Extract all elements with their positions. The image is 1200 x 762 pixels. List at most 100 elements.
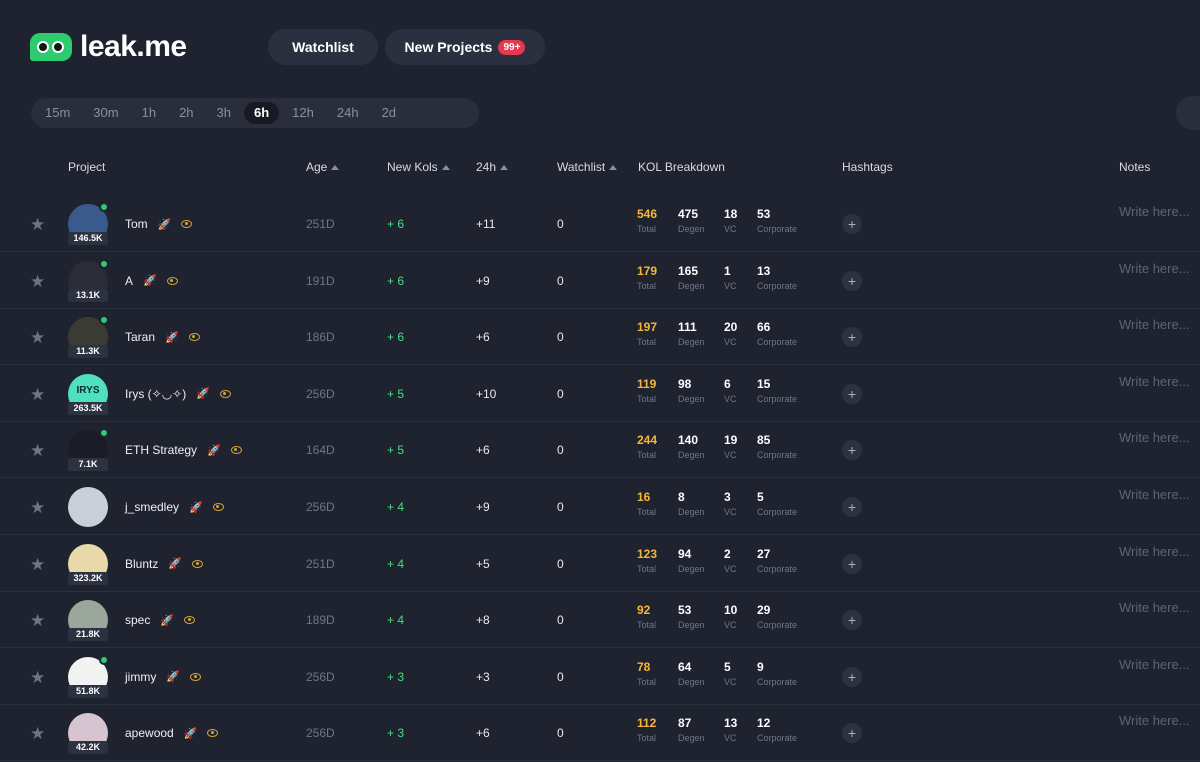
timeframe-1h[interactable]: 1h — [141, 105, 157, 120]
star-icon[interactable]: ★ — [30, 611, 46, 631]
project-name[interactable]: Tom 🚀 — [125, 217, 193, 231]
new-projects-button[interactable]: New Projects 99+ — [385, 29, 545, 65]
timeframe-6h[interactable]: 6h — [244, 102, 280, 124]
add-hashtag-button[interactable]: + — [842, 327, 862, 348]
notes-input[interactable]: Write here... — [1119, 204, 1190, 219]
eye-icon[interactable] — [166, 276, 178, 285]
online-indicator — [99, 428, 109, 439]
star-icon[interactable]: ★ — [30, 724, 46, 744]
table-row[interactable]: ★ IRYS 263.5K Irys (✧◡✧) 🚀 256D + 5 +10 0 119 Tota… — [0, 366, 1200, 422]
table-row[interactable]: ★ 13.1K A 🚀 191D + 6 +9 0 179 Total 165 Degen 1 VC 13 C… — [0, 253, 1200, 309]
eye-icon[interactable] — [181, 220, 193, 228]
column-header-new-kols[interactable]: New Kols — [387, 160, 450, 174]
rocket-icon[interactable]: 🚀 — [166, 671, 181, 684]
column-header-watchlist[interactable]: Watchlist — [557, 160, 618, 174]
star-icon[interactable]: ★ — [30, 667, 46, 687]
kol-vc-value: 1 — [724, 263, 731, 278]
table-row[interactable]: ★ 42.2K apewood 🚀 256D + 3 +6 0 112 Total 87 Degen 1… — [0, 705, 1200, 762]
add-hashtag-button[interactable]: + — [842, 497, 862, 517]
rocket-icon[interactable]: 🚀 — [196, 388, 210, 401]
table-row[interactable]: ★ j_smedley 🚀 256D + 4 +9 0 16 Total 8 Degen 3 VC 5 Co… — [0, 479, 1200, 535]
project-name[interactable]: Taran 🚀 — [125, 330, 200, 344]
add-hashtag-button[interactable]: + — [842, 383, 862, 404]
rocket-icon[interactable]: 🚀 — [207, 444, 221, 457]
notes-input[interactable]: Write here... — [1119, 373, 1190, 389]
column-header-24h[interactable]: 24h — [476, 160, 509, 174]
project-name[interactable]: Irys (✧◡✧) 🚀 — [125, 387, 231, 401]
notes-input[interactable]: Write here... — [1119, 600, 1190, 616]
notes-input[interactable]: Write here... — [1119, 656, 1190, 672]
table-row[interactable]: ★ 323.2K Bluntz 🚀 251D + 4 +5 0 123 Total 94 Degen 2… — [0, 536, 1200, 592]
timeframe-2h[interactable]: 2h — [179, 105, 194, 120]
add-hashtag-button[interactable]: + — [842, 666, 862, 687]
age-value: 256D — [306, 669, 335, 684]
star-icon[interactable]: ★ — [30, 328, 46, 348]
table-row[interactable]: ★ 11.3K Taran 🚀 186D + 6 +6 0 197 Total 111 Degen 20… — [0, 309, 1200, 366]
kol-vc-value: 19 — [724, 433, 738, 448]
project-name[interactable]: spec 🚀 — [125, 613, 196, 627]
column-header-age[interactable]: Age — [306, 160, 340, 174]
search-button[interactable] — [1176, 96, 1200, 130]
project-name[interactable]: A 🚀 — [125, 274, 178, 288]
notes-input[interactable]: Write here... — [1119, 430, 1190, 446]
new-kols-value: + 5 — [387, 386, 405, 401]
add-hashtag-button[interactable]: + — [842, 553, 862, 574]
rocket-icon[interactable]: 🚀 — [143, 275, 157, 288]
star-icon[interactable]: ★ — [30, 441, 46, 461]
star-icon[interactable]: ★ — [30, 384, 46, 404]
table-row[interactable]: ★ 51.8K jimmy 🚀 256D + 3 +3 0 78 Total 64 Degen 5 VC 9… — [0, 649, 1200, 705]
kol-corporate-value: 29 — [757, 603, 771, 618]
project-name[interactable]: Bluntz 🚀 — [125, 557, 204, 571]
add-hashtag-button[interactable]: + — [842, 723, 862, 744]
notes-input[interactable]: Write here... — [1119, 713, 1190, 729]
follower-count: 263.5K — [68, 401, 108, 415]
kol-degen: 8 Degen — [678, 490, 705, 517]
notes-input[interactable]: Write here... — [1119, 487, 1190, 502]
rocket-icon[interactable]: 🚀 — [168, 558, 183, 571]
eye-icon[interactable] — [219, 389, 231, 398]
project-name[interactable]: j_smedley 🚀 — [125, 500, 224, 514]
eye-icon[interactable] — [192, 559, 204, 568]
eye-icon[interactable] — [184, 616, 196, 625]
watchlist-button[interactable]: Watchlist — [268, 29, 378, 65]
timeframe-30m[interactable]: 30m — [93, 105, 119, 120]
star-icon[interactable]: ★ — [30, 554, 46, 574]
notes-input[interactable]: Write here... — [1119, 543, 1190, 559]
table-row[interactable]: ★ 7.1K ETH Strategy 🚀 164D + 5 +6 0 244 Total 140 D… — [0, 422, 1200, 479]
timeframe-24h[interactable]: 24h — [336, 105, 359, 120]
timeframe-12h[interactable]: 12h — [292, 105, 314, 120]
add-hashtag-button[interactable]: + — [842, 270, 862, 291]
project-name[interactable]: apewood 🚀 — [125, 726, 219, 740]
star-icon[interactable]: ★ — [30, 215, 46, 234]
add-hashtag-button[interactable]: + — [842, 610, 862, 631]
avatar[interactable] — [68, 487, 108, 527]
add-hashtag-button[interactable]: + — [842, 214, 862, 234]
eye-icon[interactable] — [230, 446, 242, 455]
kol-vc: 10 VC — [724, 603, 737, 630]
table-row[interactable]: ★ 21.8K spec 🚀 189D + 4 +8 0 92 Total 53 Degen 10 VC 2… — [0, 592, 1200, 649]
notes-input[interactable]: Write here... — [1119, 260, 1190, 276]
timeframe-15m[interactable]: 15m — [45, 105, 71, 120]
star-icon[interactable]: ★ — [30, 498, 46, 517]
rocket-icon[interactable]: 🚀 — [189, 501, 203, 514]
notes-input[interactable]: Write here... — [1119, 317, 1190, 333]
watchlist-label: Watchlist — [292, 39, 354, 55]
kol-degen-value: 8 — [678, 490, 685, 504]
eye-icon[interactable] — [207, 729, 219, 738]
rocket-icon[interactable]: 🚀 — [157, 218, 172, 231]
brand-logo[interactable]: leak.me — [30, 30, 187, 64]
eye-icon[interactable] — [188, 333, 200, 342]
table-row[interactable]: ★ 146.5K Tom 🚀 251D + 6 +11 0 546 Total 475 Degen 18… — [0, 196, 1200, 252]
star-icon[interactable]: ★ — [30, 271, 46, 291]
timeframe-2d[interactable]: 2d — [381, 105, 397, 120]
timeframe-3h[interactable]: 3h — [216, 105, 231, 120]
kol-total-label: Total — [637, 507, 657, 517]
eye-icon[interactable] — [212, 503, 224, 511]
project-name[interactable]: jimmy 🚀 — [125, 670, 202, 684]
project-name[interactable]: ETH Strategy 🚀 — [125, 443, 242, 457]
add-hashtag-button[interactable]: + — [842, 440, 862, 461]
rocket-icon[interactable]: 🚀 — [183, 727, 198, 740]
rocket-icon[interactable]: 🚀 — [165, 331, 179, 344]
rocket-icon[interactable]: 🚀 — [160, 614, 175, 627]
eye-icon[interactable] — [190, 672, 202, 681]
